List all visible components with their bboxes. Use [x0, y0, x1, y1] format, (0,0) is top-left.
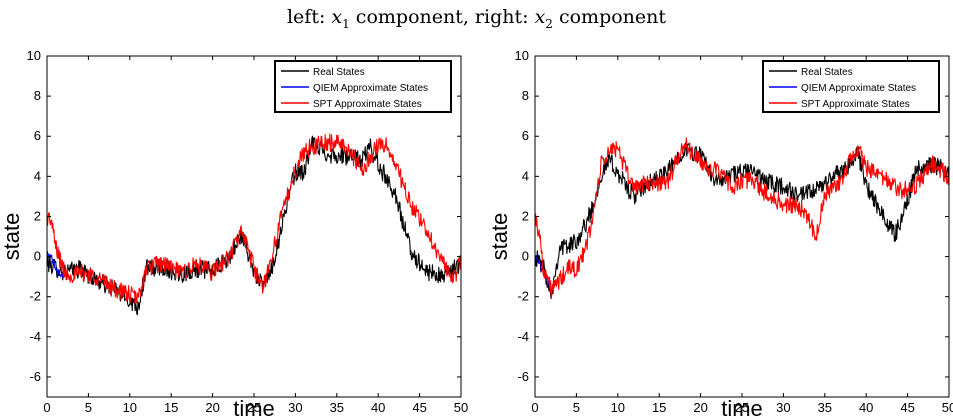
x-tick-label: 0	[43, 400, 50, 415]
y-tick-label: 6	[522, 128, 529, 143]
title-sub-1: 1	[342, 16, 350, 31]
title-text-right: component	[552, 6, 667, 28]
figure-title: left: x1 component, right: x2 component	[0, 6, 953, 31]
y-tick-label: -6	[29, 369, 41, 384]
series-group	[534, 137, 950, 299]
legend-entry-label: SPT Approximate States	[313, 99, 422, 110]
title-text-left: left:	[286, 6, 332, 28]
y-tick-label: 2	[522, 208, 529, 223]
series-line-spt-approximate-states	[46, 133, 462, 305]
y-tick-label: 10	[515, 48, 529, 63]
title-sub-2: 2	[545, 16, 553, 31]
legend-entry-label: QIEM Approximate States	[801, 83, 916, 94]
y-axis-label: state	[0, 213, 24, 261]
series-line-spt-approximate-states	[534, 137, 950, 299]
x-tick-label: 10	[123, 400, 137, 415]
left-chart-x1-component: 0 5 10 15 20 25 30 35 40 45 501086420-2-4-6timesta…	[0, 48, 468, 418]
x-tick-label: 35	[818, 400, 832, 415]
x-axis-label: time	[233, 396, 275, 418]
series-line-qiem-approximate-states	[46, 251, 64, 279]
x-tick-label: 50	[454, 400, 468, 415]
x-tick-label: 10	[611, 400, 625, 415]
y-tick-label: -2	[517, 289, 529, 304]
x-tick-label: 40	[371, 400, 385, 415]
series-group	[46, 133, 462, 316]
legend-entry-label: SPT Approximate States	[801, 99, 910, 110]
x-tick-label: 45	[412, 400, 426, 415]
legend-entry-label: Real States	[801, 67, 853, 78]
legend: Real States QIEM Approximate States SPT Ap…	[274, 60, 452, 113]
x-tick-label: 25	[735, 400, 749, 415]
y-tick-label: 4	[522, 168, 529, 183]
y-tick-label: 8	[522, 88, 529, 103]
x-tick-label: 50	[942, 400, 953, 415]
title-var-x2: x	[534, 6, 546, 28]
x-tick-label: 25	[247, 400, 261, 415]
y-tick-label: -6	[517, 369, 529, 384]
legend-entry-label: QIEM Approximate States	[313, 83, 428, 94]
title-var-x1: x	[331, 6, 343, 28]
x-tick-label: 40	[859, 400, 873, 415]
y-tick-label: -4	[29, 329, 41, 344]
x-tick-label: 5	[573, 400, 580, 415]
x-tick-label: 20	[205, 400, 219, 415]
x-tick-label: 0	[531, 400, 538, 415]
y-tick-label: 6	[34, 128, 41, 143]
x-tick-label: 15	[164, 400, 178, 415]
x-tick-label: 20	[693, 400, 707, 415]
legend-entry-label: Real States	[313, 67, 365, 78]
x-tick-label: 45	[900, 400, 914, 415]
x-tick-label: 15	[652, 400, 666, 415]
x-tick-label: 5	[85, 400, 92, 415]
y-tick-label: 0	[522, 249, 529, 264]
y-tick-label: 2	[34, 208, 41, 223]
y-tick-label: 0	[34, 249, 41, 264]
x-tick-label: 35	[330, 400, 344, 415]
legend: Real States QIEM Approximate States SPT Ap…	[762, 60, 940, 113]
title-text-middle: component, right:	[349, 6, 535, 28]
y-tick-label: -4	[517, 329, 529, 344]
x-tick-label: 30	[776, 400, 790, 415]
y-axis-label: state	[487, 213, 512, 261]
y-tick-label: 10	[27, 48, 41, 63]
y-tick-label: 4	[34, 168, 41, 183]
y-tick-label: 8	[34, 88, 41, 103]
right-chart-x2-component: 0 5 10 15 20 25 30 35 40 45 501086420-2-4-6timesta…	[487, 48, 953, 418]
y-tick-label: -2	[29, 289, 41, 304]
x-axis-label: time	[721, 396, 763, 418]
x-tick-label: 30	[288, 400, 302, 415]
